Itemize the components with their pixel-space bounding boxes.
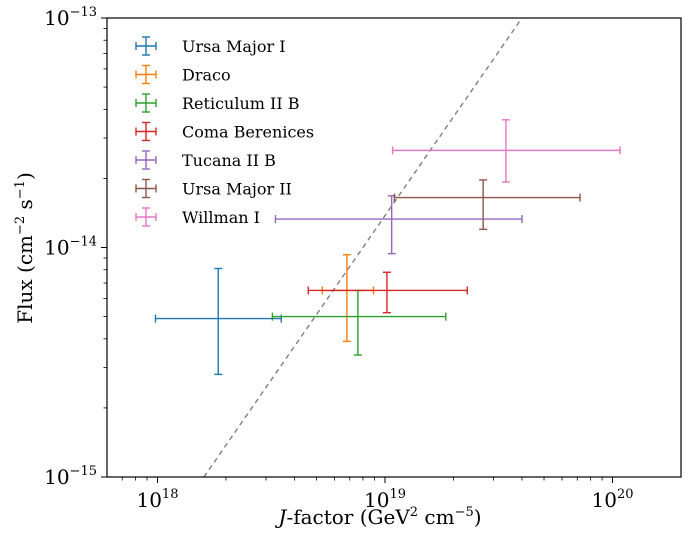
y-tick-label: 10−14 bbox=[44, 235, 97, 260]
y-tick-label: 10−13 bbox=[44, 5, 97, 30]
x-tick-label: 1020 bbox=[592, 487, 634, 512]
legend-entry-1: Draco bbox=[135, 64, 231, 85]
legend-entry-4: Tucana II B bbox=[135, 150, 276, 170]
legend: Ursa Major I Draco Reticulum II B Coma Bere… bbox=[135, 36, 314, 227]
legend-entry-2: Reticulum II B bbox=[135, 93, 300, 113]
y-tick-base: 10 bbox=[44, 465, 69, 489]
x-axis-label: J-factor (GeV2 cm−5) bbox=[274, 505, 481, 529]
y-tick-exp: −13 bbox=[70, 5, 97, 20]
errorbar-point-1 bbox=[321, 254, 375, 343]
errorbar-point-2 bbox=[271, 289, 447, 356]
legend-label: Coma Berenices bbox=[182, 123, 314, 142]
x-tick-base: 10 bbox=[364, 488, 389, 512]
y-tick-exp: −15 bbox=[70, 464, 97, 479]
y-tick-base: 10 bbox=[44, 236, 69, 260]
legend-label: Ursa Major I bbox=[182, 37, 286, 56]
errorbar-point-5 bbox=[393, 179, 581, 231]
legend-label: Willman I bbox=[182, 208, 260, 227]
errorbar-point-6 bbox=[391, 119, 621, 183]
errorbar-point-4 bbox=[274, 195, 523, 255]
axes-frame bbox=[106, 17, 682, 478]
reference-line bbox=[203, 18, 523, 477]
x-tick-exp: 18 bbox=[162, 487, 179, 502]
legend-entry-5: Ursa Major II bbox=[135, 178, 292, 199]
y-tick-base: 10 bbox=[44, 6, 69, 30]
y-tick-label: 10−15 bbox=[44, 464, 97, 489]
x-tick-base: 10 bbox=[136, 488, 161, 512]
x-tick-exp: 19 bbox=[389, 487, 406, 502]
x-tick-label: 1019 bbox=[364, 487, 406, 512]
y-axis-label: Flux (cm−2 s−1) bbox=[13, 172, 37, 324]
legend-label: Ursa Major II bbox=[182, 180, 292, 199]
x-tick-label: 1018 bbox=[136, 487, 178, 512]
legend-label: Reticulum II B bbox=[182, 94, 300, 113]
legend-entry-0: Ursa Major I bbox=[135, 36, 286, 56]
x-tick-base: 10 bbox=[592, 488, 617, 512]
errorbar-point-0 bbox=[154, 267, 282, 376]
legend-label: Tucana II B bbox=[182, 151, 276, 170]
legend-label: Draco bbox=[182, 66, 231, 85]
errorbar-point-3 bbox=[307, 271, 468, 314]
y-tick-exp: −14 bbox=[70, 235, 97, 250]
x-tick-exp: 20 bbox=[617, 487, 634, 502]
legend-entry-3: Coma Berenices bbox=[135, 121, 314, 142]
plot-area bbox=[154, 18, 621, 477]
legend-entry-6: Willman I bbox=[135, 207, 260, 227]
